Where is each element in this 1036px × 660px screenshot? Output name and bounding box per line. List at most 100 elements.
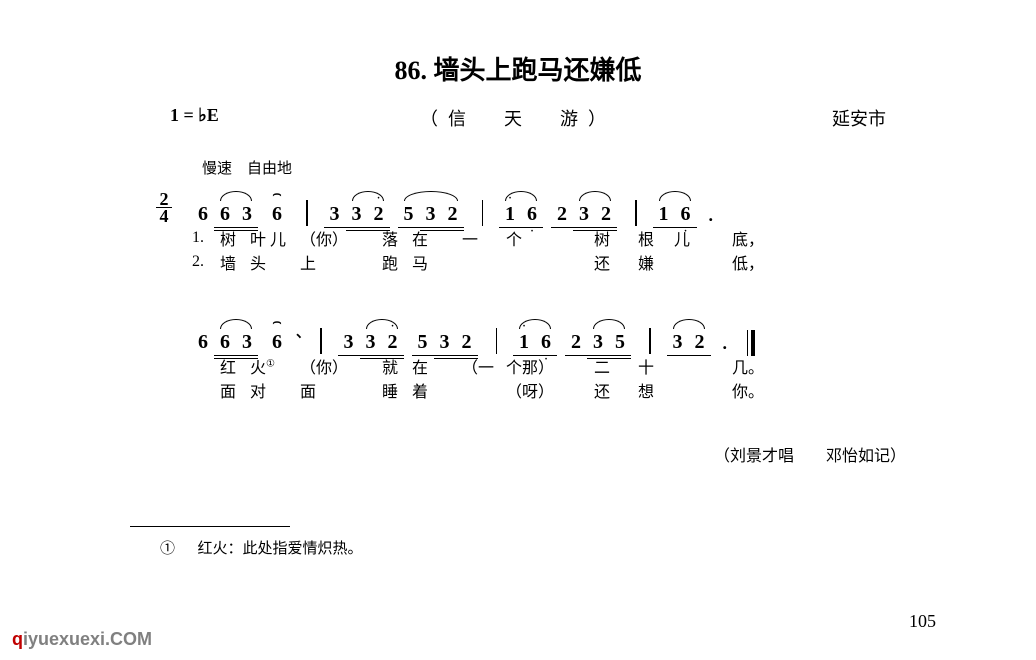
- lyric-syllable: 马: [412, 250, 448, 274]
- note: 6: [214, 331, 236, 354]
- lyric-syllable: 根: [638, 226, 674, 250]
- fermata-icon: ⌢: [272, 315, 281, 331]
- note: 3: [324, 203, 346, 226]
- note: 2: [456, 331, 478, 354]
- footnote: ① 红火：此处指爱情炽热。: [160, 537, 936, 558]
- note: 5: [609, 331, 631, 354]
- barline: [635, 200, 637, 226]
- lyric-syllable: 面: [300, 378, 354, 402]
- tie: [579, 191, 611, 201]
- lyric-syllable: 低，: [732, 250, 792, 274]
- footnote-marker: ①: [160, 541, 175, 557]
- subtitle-row: 1 = ♭E （信 天 游） 延安市: [100, 105, 936, 135]
- note: 1: [653, 203, 675, 226]
- lyric-syllable: 墙: [220, 250, 250, 274]
- note-group: 232: [551, 203, 617, 226]
- region-label: 延安市: [832, 105, 886, 131]
- note: 6: [214, 203, 236, 226]
- watermark: qiyuexuexi.COM: [12, 629, 152, 650]
- tie: [220, 319, 252, 329]
- note-group: 663: [192, 331, 258, 354]
- note: 3: [420, 203, 442, 226]
- lyric-syllable: 十: [638, 354, 674, 378]
- barline: [496, 328, 498, 354]
- lyric-syllable: 一: [462, 226, 506, 250]
- note: 3: [573, 203, 595, 226]
- barline: [649, 328, 651, 354]
- key-signature: 1 = ♭E: [170, 105, 219, 126]
- lyrics-2b: 面对面睡着（呀）还想你。: [156, 378, 936, 402]
- footnote-separator: [130, 526, 290, 527]
- end-barline: [747, 330, 756, 356]
- credits: （刘景才唱 邓怡如记）: [100, 442, 906, 466]
- note: 6: [192, 203, 214, 226]
- tie: [673, 319, 705, 329]
- note-group: 532: [412, 331, 478, 354]
- note-group: 235: [565, 331, 631, 354]
- breath-mark: 、: [296, 322, 310, 342]
- augmentation-dot: .: [709, 205, 721, 226]
- lyric-syllable: 头: [250, 250, 300, 274]
- note: 3: [667, 331, 689, 354]
- tie: [404, 191, 458, 201]
- tie: [220, 191, 252, 201]
- lyric-syllable: 底，: [732, 226, 792, 250]
- staff-line-1: 2 4 6636⌢332·5321·6·23216·.: [156, 182, 936, 226]
- lyric-syllable: 对: [250, 378, 300, 402]
- note: 6: [192, 331, 214, 354]
- barline: [306, 200, 308, 226]
- note-group: 16·: [653, 203, 697, 226]
- ts-num: 2: [160, 191, 169, 207]
- note: 2: [442, 203, 464, 226]
- subtitle-style: （信 天 游）: [420, 105, 616, 131]
- lyric-syllable: 个那）: [506, 354, 566, 378]
- ts-den: 4: [160, 208, 169, 224]
- lyric-syllable: 面: [220, 378, 250, 402]
- staff-line-2: 24 6636⌢、332·5321·6·23532.: [156, 310, 936, 354]
- time-signature: 2 4: [156, 191, 172, 224]
- note: 6·: [535, 331, 557, 354]
- lyric-syllable: 1.: [192, 229, 220, 247]
- note-group: 332·: [324, 203, 390, 226]
- note: 2·: [382, 331, 404, 354]
- tie: [519, 319, 551, 329]
- tie: [505, 191, 537, 201]
- note-group: 532: [398, 203, 464, 226]
- lyric-syllable: 2.: [192, 253, 220, 271]
- lyric-syllable: 嫌: [638, 250, 674, 274]
- note-group: 6⌢: [266, 203, 288, 226]
- note: 6·: [675, 203, 697, 226]
- note-group: 663: [192, 203, 258, 226]
- lyrics-1a: 1.树叶 儿（你）落在一个树根儿底，: [156, 226, 936, 250]
- tie: [659, 191, 691, 201]
- barline: [482, 200, 484, 226]
- footnote-text: 红火：此处指爱情炽热。: [198, 541, 363, 557]
- augmentation-dot: .: [723, 333, 735, 354]
- tie: [593, 319, 625, 329]
- lyric-syllable: （呀）: [506, 378, 566, 402]
- lyric-syllable: 还: [594, 378, 624, 402]
- note: 2: [551, 203, 573, 226]
- note: 3: [338, 331, 360, 354]
- note: 2: [689, 331, 711, 354]
- lyric-syllable: 儿: [674, 226, 704, 250]
- page-number: 105: [909, 611, 936, 632]
- note: 1·: [513, 331, 535, 354]
- note: 2: [565, 331, 587, 354]
- note: 3: [434, 331, 456, 354]
- note-group: 1·6·: [499, 203, 543, 226]
- watermark-q: q: [12, 629, 23, 649]
- note: 2·: [368, 203, 390, 226]
- note: 6·: [521, 203, 543, 226]
- lyric-syllable: 还: [594, 250, 624, 274]
- note: 5: [412, 331, 434, 354]
- note: 6⌢: [266, 203, 288, 226]
- footnote-ref: ①: [266, 359, 275, 370]
- note: 2: [595, 203, 617, 226]
- note: 3: [360, 331, 382, 354]
- note-group: 1·6·: [513, 331, 557, 354]
- lyric-syllable: 睡: [382, 378, 412, 402]
- note: 5: [398, 203, 420, 226]
- note: 3: [587, 331, 609, 354]
- note-group: 32: [667, 331, 711, 354]
